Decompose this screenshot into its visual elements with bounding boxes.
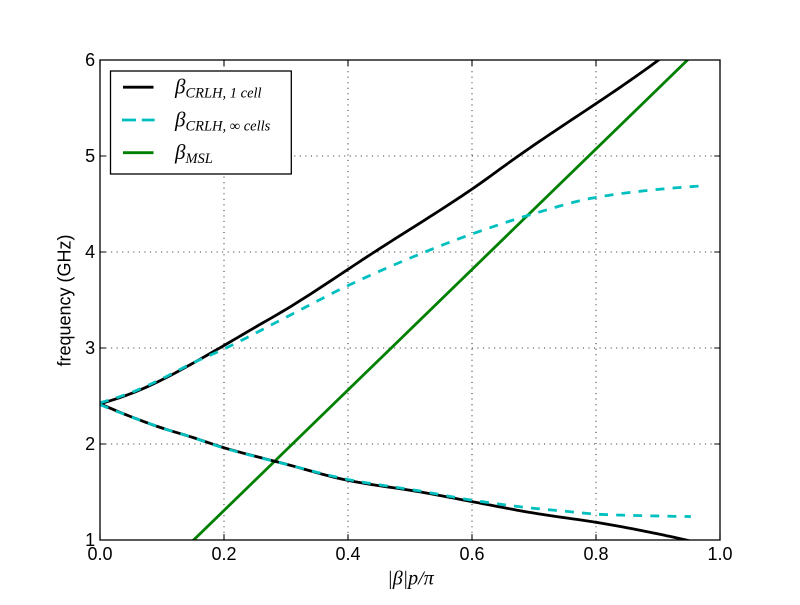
- svg-text:1: 1: [85, 530, 95, 550]
- svg-text:0.2: 0.2: [211, 544, 236, 564]
- svg-text:4: 4: [85, 242, 95, 262]
- svg-text:1.0: 1.0: [707, 544, 732, 564]
- svg-text:3: 3: [85, 338, 95, 358]
- svg-text:5: 5: [85, 146, 95, 166]
- svg-text:|β|p/π: |β|p/π: [387, 568, 435, 590]
- svg-text:frequency (GHz): frequency (GHz): [55, 234, 75, 366]
- svg-text:0.8: 0.8: [583, 544, 608, 564]
- svg-text:2: 2: [85, 434, 95, 454]
- svg-text:6: 6: [85, 50, 95, 70]
- svg-text:0.4: 0.4: [335, 544, 360, 564]
- svg-text:0.0: 0.0: [87, 544, 112, 564]
- svg-text:0.6: 0.6: [459, 544, 484, 564]
